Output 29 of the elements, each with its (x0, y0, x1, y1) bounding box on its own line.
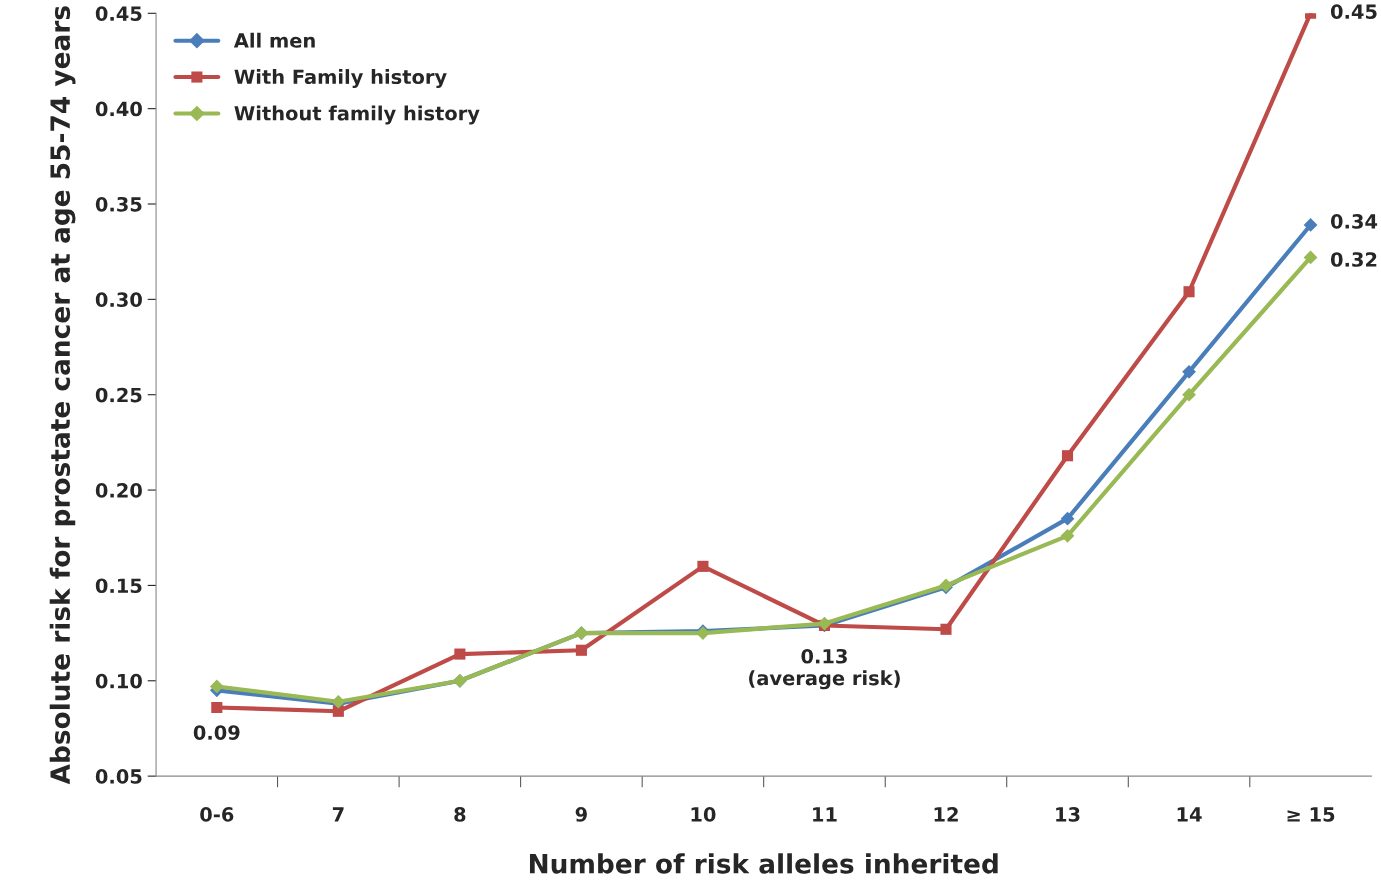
y-tick-label: 0.05 (95, 769, 142, 784)
x-tick-label: 8 (454, 807, 466, 822)
x-tick-label: 14 (1177, 807, 1202, 822)
x-tick-label: 7 (332, 807, 344, 822)
annotation: 0.34 (1330, 214, 1378, 229)
annotation: 0.13 (average risk) (749, 648, 900, 690)
y-tick-label: 0.10 (95, 673, 142, 689)
x-tick-label: 12 (934, 807, 958, 822)
y-axis-title: Absolute risk for prostate cancer at age 55-74 years (49, 6, 76, 785)
x-tick-label: 10 (691, 807, 716, 822)
y-tick-label: 0.30 (95, 292, 142, 308)
x-tick-label: 9 (575, 807, 587, 822)
annotation: 0.45 (1330, 4, 1377, 19)
x-tick-label: 11 (813, 807, 837, 822)
legend-label: With Family history (234, 69, 447, 89)
x-tick-label: 13 (1056, 807, 1080, 822)
x-tick-label: 0-6 (200, 807, 234, 822)
y-tick-label: 0.15 (95, 578, 142, 594)
y-tick-label: 0.35 (95, 196, 142, 212)
y-tick-label: 0.25 (95, 387, 142, 403)
annotation: 0.32 (1330, 252, 1377, 267)
x-axis-title: Number of risk alleles inherited (529, 853, 998, 874)
annotation: 0.09 (193, 725, 240, 740)
x-tick-label: ≥ 15 (1287, 807, 1335, 822)
legend-label: All men (233, 32, 315, 48)
legend-label: Without family history (234, 105, 480, 125)
y-tick-label: 0.40 (95, 101, 142, 117)
y-tick-label: 0.20 (95, 483, 142, 498)
y-tick-label: 0.45 (95, 6, 142, 21)
